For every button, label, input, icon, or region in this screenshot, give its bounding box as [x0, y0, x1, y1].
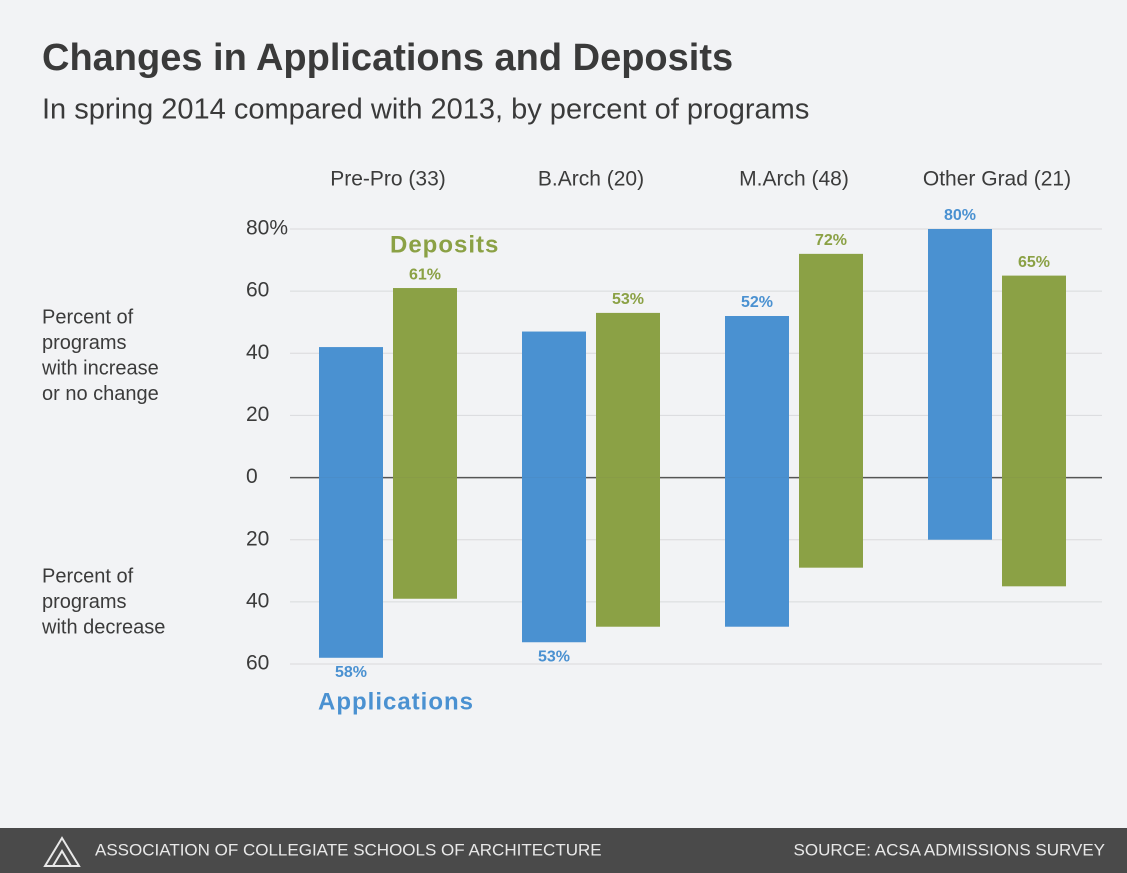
bar-decrease	[799, 477, 863, 568]
side-label: or no change	[42, 383, 159, 405]
bar-decrease	[393, 477, 457, 599]
value-label: 72%	[815, 232, 847, 249]
legend-label: Deposits	[390, 231, 499, 258]
side-label: Percent of	[42, 565, 134, 587]
bar-increase	[725, 316, 789, 478]
footer-bar	[0, 828, 1127, 873]
value-label: 52%	[741, 294, 773, 311]
bar-decrease	[319, 477, 383, 658]
bar-increase	[1002, 275, 1066, 478]
legend-label: Applications	[318, 688, 474, 715]
logo	[43, 836, 81, 867]
y-tick-label: 60	[246, 652, 269, 675]
category-label: Pre-Pro (33)	[330, 168, 446, 191]
y-tick-label: 0	[246, 465, 258, 488]
category-label: Other Grad (21)	[923, 168, 1071, 191]
value-label: 53%	[612, 291, 644, 308]
bar-decrease	[1002, 477, 1066, 587]
category-label: B.Arch (20)	[538, 168, 644, 191]
bar-increase	[522, 331, 586, 478]
y-tick-label: 40	[246, 589, 269, 612]
value-label: 61%	[409, 266, 441, 283]
side-label: Percent of	[42, 306, 134, 328]
chart-title: Changes in Applications and Deposits	[42, 37, 733, 79]
bar-decrease	[928, 477, 992, 540]
bar-decrease	[596, 477, 660, 627]
footer-right: SOURCE: ACSA ADMISSIONS SURVEY	[794, 840, 1105, 859]
bar-increase	[319, 347, 383, 478]
side-label: programs	[42, 591, 126, 613]
bar-increase	[799, 253, 863, 478]
bar-decrease	[725, 477, 789, 627]
side-label: with increase	[41, 357, 159, 379]
value-label: 53%	[538, 648, 570, 665]
value-label: 80%	[944, 207, 976, 224]
side-label: with decrease	[41, 616, 165, 638]
y-tick-label: 60	[246, 279, 269, 302]
value-label: 58%	[335, 664, 367, 681]
category-label: M.Arch (48)	[739, 168, 849, 191]
y-tick-label: 40	[246, 341, 269, 364]
y-tick-label: 80%	[246, 217, 288, 240]
bar-increase	[596, 312, 660, 478]
bar-decrease	[522, 477, 586, 643]
value-label: 65%	[1018, 254, 1050, 271]
side-label: programs	[42, 332, 126, 354]
chart-subtitle: In spring 2014 compared with 2013, by pe…	[42, 94, 809, 126]
footer-left: ASSOCIATION OF COLLEGIATE SCHOOLS OF ARC…	[95, 840, 602, 859]
y-tick-label: 20	[246, 403, 269, 426]
bar-increase	[393, 288, 457, 478]
bar-increase	[928, 229, 992, 478]
y-tick-label: 20	[246, 527, 269, 550]
